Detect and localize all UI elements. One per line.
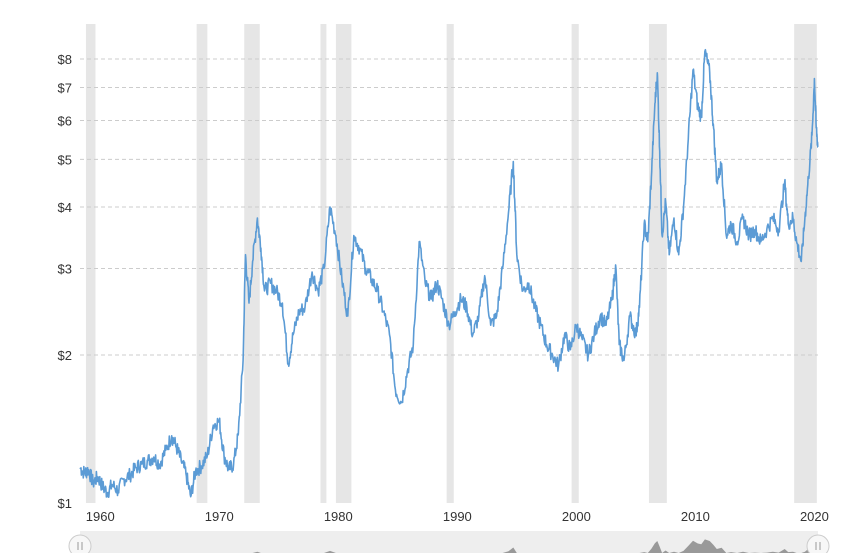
- navigator-right-handle[interactable]: [806, 534, 830, 553]
- x-axis-ticks: 1960 1970 1980 1990 2000 2010 2020: [86, 509, 829, 524]
- range-navigator[interactable]: [68, 531, 830, 553]
- recession-band-1: [196, 24, 208, 503]
- x-tick-label: 2000: [562, 509, 591, 524]
- recession-bands: [85, 24, 817, 503]
- x-tick-label: 1970: [205, 509, 234, 524]
- y-tick-label: $6: [58, 113, 72, 128]
- y-gridlines: [80, 58, 818, 356]
- x-tick-label: 1990: [443, 509, 472, 524]
- x-tick-label: 2020: [800, 509, 829, 524]
- recession-band-5: [446, 24, 454, 503]
- y-tick-label: $2: [58, 348, 72, 363]
- x-tick-label: 1980: [324, 509, 353, 524]
- recession-band-3: [320, 24, 327, 503]
- y-tick-label: $8: [58, 52, 72, 67]
- y-tick-label: $1: [58, 496, 72, 511]
- navigator-left-handle[interactable]: [68, 534, 92, 553]
- y-tick-label: $3: [58, 261, 72, 276]
- y-tick-label: $5: [58, 152, 72, 167]
- recession-band-6: [571, 24, 579, 503]
- recession-band-4: [335, 24, 352, 503]
- navigator-track[interactable]: [80, 531, 818, 553]
- recession-band-0: [85, 24, 96, 503]
- x-tick-label: 2010: [681, 509, 710, 524]
- price-series-line: [79, 48, 819, 498]
- y-tick-label: $4: [58, 200, 72, 215]
- x-tick-label: 1960: [86, 509, 115, 524]
- y-axis-ticks: $1 $2 $3 $4 $5 $6 $7 $8: [58, 52, 72, 511]
- y-tick-label: $7: [58, 81, 72, 96]
